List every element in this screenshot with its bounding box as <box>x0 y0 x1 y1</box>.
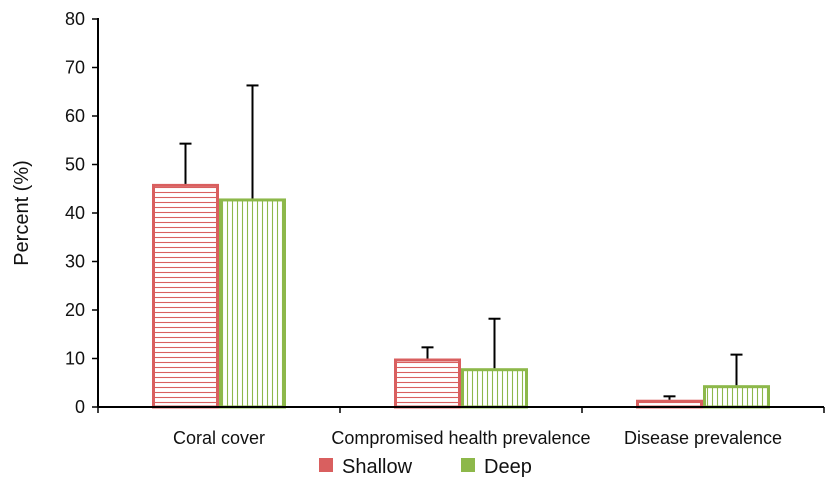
x-tick-label: Disease prevalence <box>624 428 782 448</box>
y-tick-label: 10 <box>65 349 85 369</box>
y-axis-label: Percent (%) <box>11 160 33 266</box>
y-tick-label: 40 <box>65 203 85 223</box>
y-tick-label: 70 <box>65 58 85 78</box>
x-tick-label: Compromised health prevalence <box>331 428 590 448</box>
y-axis-ticks: 0 10 20 30 40 50 60 70 80 <box>65 9 98 417</box>
y-tick-label: 50 <box>65 155 85 175</box>
y-tick-label: 30 <box>65 252 85 272</box>
bar-deep-coral-cover <box>219 198 286 409</box>
axes <box>97 18 825 413</box>
legend-swatch-shallow <box>319 458 333 472</box>
bars <box>152 183 770 409</box>
legend-label-shallow: Shallow <box>342 456 413 478</box>
x-axis-labels: Coral cover Compromised health prevalence… <box>173 428 782 448</box>
y-tick-label: 0 <box>75 397 85 417</box>
y-tick-label: 80 <box>65 9 85 29</box>
bar-deep-compromised-health-prevalence <box>461 368 528 409</box>
bar-shallow-coral-cover <box>152 183 219 409</box>
error-bars <box>179 84 743 400</box>
legend: Shallow Deep <box>319 456 532 478</box>
legend-label-deep: Deep <box>484 456 532 478</box>
y-tick-label: 60 <box>65 106 85 126</box>
bar-deep-disease-prevalence <box>703 385 770 409</box>
y-tick-label: 20 <box>65 300 85 320</box>
x-tick-label: Coral cover <box>173 428 265 448</box>
legend-swatch-deep <box>461 458 475 472</box>
bar-shallow-compromised-health-prevalence <box>394 358 461 409</box>
